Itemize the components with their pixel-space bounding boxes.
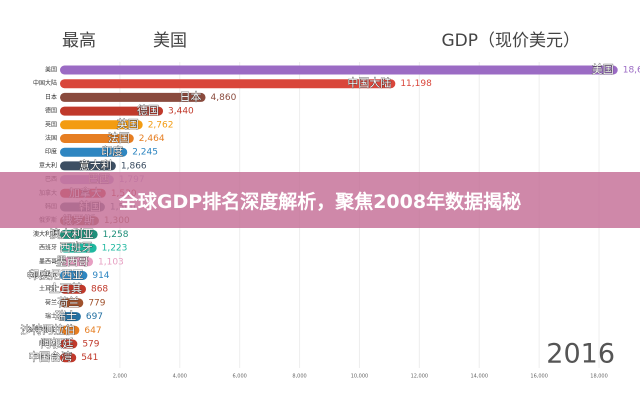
axis-title: GDP（现价美元） — [441, 31, 580, 51]
y-tick-label: 英国 — [45, 120, 57, 128]
year: 2016 — [546, 339, 615, 370]
x-tick-label: 6,000 — [233, 374, 247, 380]
y-tick-label: 西班牙 — [39, 244, 57, 252]
x-tick-label: 12,000 — [411, 374, 429, 380]
value-label: 1,103 — [98, 257, 124, 267]
bar-name: 意大利 — [79, 158, 112, 172]
bar — [60, 284, 86, 294]
bar — [60, 161, 116, 171]
bar-name: 印度尼西亚 — [28, 268, 83, 282]
value-label: 868 — [91, 285, 108, 295]
bar — [60, 106, 164, 116]
bar — [60, 257, 94, 267]
y-tick-label: 荷兰 — [45, 298, 57, 306]
value-label: 914 — [92, 271, 109, 281]
bar — [60, 312, 81, 322]
bar — [60, 79, 396, 89]
y-tick-label: 中国大陆 — [33, 79, 57, 87]
bar — [60, 134, 134, 143]
bar-name: 西班牙 — [60, 241, 93, 254]
bar-name: 墨西哥 — [56, 255, 89, 268]
y-tick-label: 墨西哥 — [39, 258, 57, 265]
bar-name: 印度 — [101, 144, 123, 158]
bar — [60, 325, 80, 335]
banner: 全球GDP排名深度解析，聚焦2008年数据揭秘 — [0, 172, 640, 228]
value-label: 1,258 — [103, 230, 129, 240]
bar-name: 土耳其 — [49, 282, 82, 295]
bar-name: 中国台湾 — [28, 350, 72, 364]
bar-name: 日本 — [180, 89, 202, 103]
x-tick-label: 14,000 — [471, 374, 489, 380]
banner-text: 全球GDP排名深度解析，聚焦2008年数据揭秘 — [118, 190, 522, 213]
bar-name: 美国 — [592, 63, 614, 76]
y-tick-label: 德国 — [45, 107, 57, 115]
value-label: 4,860 — [211, 93, 237, 103]
top-name: 美国 — [153, 31, 187, 51]
y-tick-label: 土耳其 — [39, 285, 57, 293]
bar-name: 瑞士 — [55, 309, 77, 323]
bar — [60, 243, 97, 253]
top-label: 最高 — [62, 31, 96, 51]
value-label: 1,223 — [102, 244, 128, 254]
bar-name: 中国大陆 — [347, 76, 391, 90]
bar-name: 荷兰 — [57, 296, 79, 309]
bar — [60, 92, 206, 102]
y-tick-label: 印度尼西亚 — [27, 271, 57, 279]
bar — [60, 339, 78, 349]
x-tick-label: 2,000 — [113, 374, 127, 380]
y-tick-label: 日本 — [45, 93, 57, 101]
bar-name: 阿根廷 — [40, 336, 73, 350]
bar — [60, 353, 77, 363]
y-tick-label: 美国 — [45, 66, 57, 74]
y-tick-label: 中国台湾 — [33, 353, 57, 361]
value-label: 1,866 — [121, 161, 147, 171]
bar-name: 法国 — [108, 131, 130, 145]
value-label: 541 — [81, 353, 98, 363]
y-tick-label: 阿根廷 — [39, 340, 57, 348]
x-tick-label: 10,000 — [351, 374, 369, 380]
bar-name: 德国 — [137, 103, 159, 117]
bar — [60, 120, 143, 130]
x-tick-label: 8,000 — [292, 374, 306, 380]
bar — [60, 229, 98, 239]
value-label: 779 — [88, 298, 105, 308]
bar-name: 澳大利亚 — [50, 226, 94, 240]
value-label: 2,762 — [148, 120, 174, 130]
y-tick-label: 瑞士 — [45, 312, 57, 320]
bar — [60, 65, 618, 75]
y-tick-label: 印度 — [45, 148, 57, 156]
bar — [60, 298, 84, 308]
x-tick-label: 4,000 — [173, 374, 187, 380]
y-tick-label: 澳大利亚 — [33, 230, 57, 238]
value-label: 2,464 — [139, 134, 165, 144]
y-tick-label: 意大利 — [39, 161, 57, 169]
value-label: 2,245 — [132, 148, 158, 158]
value-label: 11,198 — [400, 79, 432, 89]
x-tick-label: 18,000 — [590, 374, 608, 380]
value-label: 3,440 — [168, 107, 194, 117]
bar — [60, 271, 88, 280]
value-label: 18,624 — [623, 66, 640, 76]
bar — [60, 147, 128, 157]
y-tick-label: 法国 — [45, 134, 57, 142]
value-label: 647 — [84, 326, 101, 336]
value-label: 579 — [82, 340, 99, 350]
value-label: 697 — [86, 312, 103, 322]
bar-name: 沙特阿拉伯 — [20, 322, 75, 336]
bar-name: 英国 — [117, 117, 139, 131]
x-tick-label: 16,000 — [530, 374, 548, 380]
y-tick-label: 沙特阿拉伯 — [27, 326, 57, 334]
